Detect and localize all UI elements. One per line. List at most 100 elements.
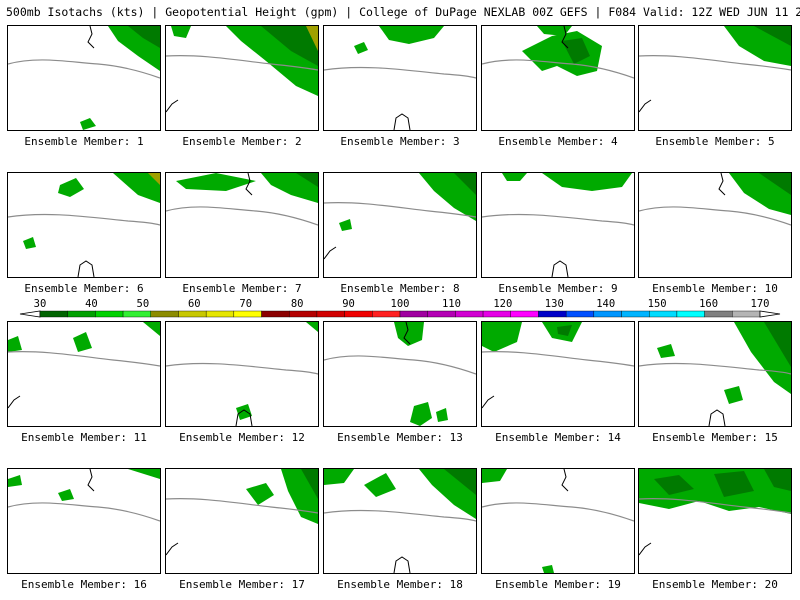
- colorbar-tick-label: 160: [699, 298, 718, 310]
- isotach-area: [764, 322, 791, 367]
- ensemble-panel-9: [481, 172, 635, 278]
- panel-map: [8, 469, 160, 522]
- panel-map: [639, 173, 791, 226]
- colorbar-swatch: [122, 310, 151, 318]
- colorbar-swatch: [95, 310, 124, 318]
- coastline: [324, 246, 337, 260]
- ensemble-member-label: Ensemble Member: 16: [21, 578, 147, 591]
- ensemble-panel-10: [638, 172, 792, 278]
- height-contour: [8, 213, 160, 226]
- ensemble-member-label: Ensemble Member: 3: [340, 135, 460, 148]
- ensemble-panel-12: [165, 321, 319, 427]
- ensemble-panel-7: [165, 172, 319, 278]
- isotach-area: [657, 344, 675, 358]
- isotach-area: [754, 26, 791, 46]
- height-contour: [482, 213, 634, 226]
- ensemble-member-label: Ensemble Member: 17: [179, 578, 305, 591]
- colorbar-swatch: [261, 310, 290, 318]
- colorbar-swatch: [704, 310, 733, 318]
- ensemble-member-label: Ensemble Member: 9: [498, 282, 618, 295]
- isotach-area: [714, 471, 754, 497]
- isotach-area: [537, 26, 572, 36]
- ensemble-panel-6: [7, 172, 161, 278]
- isotach-area: [542, 173, 632, 191]
- panel-map: [8, 322, 160, 409]
- isotach-area: [759, 173, 791, 195]
- isotach-area: [764, 469, 791, 491]
- coastline: [166, 99, 179, 113]
- isotach-area: [301, 469, 318, 499]
- panel-map: [639, 469, 791, 556]
- ensemble-member-label: Ensemble Member: 5: [655, 135, 775, 148]
- isotach-area: [394, 322, 424, 346]
- panel-map: [324, 469, 476, 573]
- colorbar-swatch: [67, 310, 96, 318]
- wind-speed-colorbar: 30 40 50 60 70 80 90 100 110 120 130 140 150 160 170: [0, 296, 800, 318]
- ensemble-member-label: Ensemble Member: 18: [337, 578, 463, 591]
- panel-map: [324, 322, 476, 426]
- coastline: [482, 395, 495, 409]
- isotach-area: [296, 173, 318, 187]
- isotach-area: [8, 475, 22, 487]
- ensemble-member-label: Ensemble Member: 2: [182, 135, 302, 148]
- ensemble-member-label: Ensemble Member: 8: [340, 282, 460, 295]
- colorbar-tick-label: 120: [493, 298, 512, 310]
- colorbar-swatch: [649, 310, 678, 318]
- height-contour: [482, 59, 634, 79]
- height-contour: [324, 66, 476, 79]
- ensemble-panel-14: [481, 321, 635, 427]
- colorbar-swatch: [289, 310, 318, 318]
- height-contour: [166, 498, 318, 514]
- coastline: [551, 260, 569, 277]
- isotach-area: [128, 469, 160, 479]
- ensemble-panel-20: [638, 468, 792, 574]
- coastline: [718, 173, 726, 196]
- isotach-area: [654, 475, 694, 495]
- colorbar-swatch: [538, 310, 567, 318]
- height-contour: [639, 498, 791, 514]
- colorbar-swatch: [455, 310, 484, 318]
- ensemble-member-label: Ensemble Member: 12: [179, 431, 305, 444]
- colorbar-swatch: [233, 310, 262, 318]
- panel-map: [166, 173, 318, 226]
- isotach-area: [113, 173, 160, 203]
- isotach-area: [379, 26, 444, 44]
- ensemble-member-label: Ensemble Member: 10: [652, 282, 778, 295]
- height-contour: [8, 59, 160, 79]
- isotach-area: [502, 173, 527, 181]
- colorbar-swatch: [732, 310, 761, 318]
- panel-map: [482, 322, 634, 409]
- isotach-area: [542, 565, 554, 573]
- height-contour: [639, 206, 791, 226]
- panel-map: [639, 26, 791, 113]
- ensemble-panel-4: [481, 25, 635, 131]
- height-contour: [166, 362, 318, 375]
- colorbar-swatch: [178, 310, 207, 318]
- colorbar-graphic: 30 40 50 60 70 80 90 100 110 120 130 140 150 160 170: [19, 298, 781, 318]
- coastline: [639, 542, 652, 556]
- isotach-area: [562, 38, 590, 64]
- isotach-area: [410, 402, 432, 426]
- isotach-area: [23, 237, 36, 249]
- ensemble-member-label: Ensemble Member: 14: [495, 431, 621, 444]
- colorbar-tick-label: 140: [596, 298, 615, 310]
- coastline: [87, 469, 95, 492]
- coastline: [639, 99, 652, 113]
- ensemble-panel-18: [323, 468, 477, 574]
- panel-map: [324, 173, 476, 260]
- colorbar-swatch: [427, 310, 456, 318]
- height-contour: [639, 362, 791, 375]
- ensemble-panel-5: [638, 25, 792, 131]
- panel-map: [8, 26, 160, 130]
- colorbar-swatch: [510, 310, 539, 318]
- colorbar-swatch: [205, 310, 235, 318]
- isotach-area: [236, 404, 252, 420]
- ensemble-member-label: Ensemble Member: 11: [21, 431, 147, 444]
- panel-map: [482, 469, 634, 573]
- ensemble-member-label: Ensemble Member: 4: [498, 135, 618, 148]
- colorbar-swatch: [593, 310, 622, 318]
- ensemble-member-label: Ensemble Member: 15: [652, 431, 778, 444]
- colorbar-tick-label: 110: [442, 298, 461, 310]
- isotach-area: [354, 42, 368, 54]
- colorbar-tick-label: 130: [545, 298, 564, 310]
